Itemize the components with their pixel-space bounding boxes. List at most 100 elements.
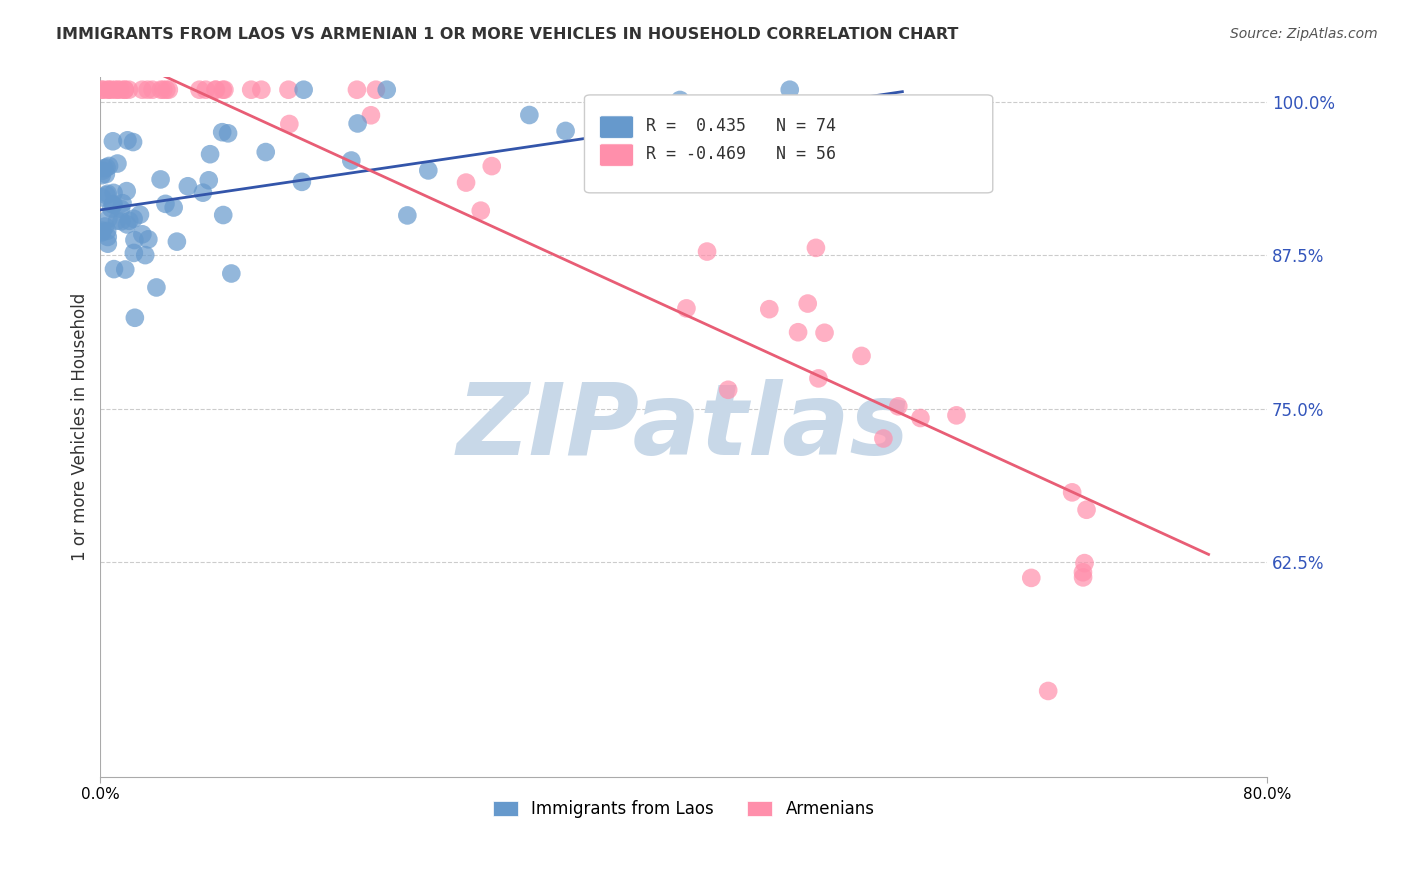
- Point: [96, 161, 118, 175]
- Point: [221, 267, 243, 281]
- Point: [697, 138, 720, 153]
- Point: [787, 325, 810, 339]
- Point: [749, 99, 772, 113]
- Point: [98, 159, 121, 173]
- Point: [1036, 684, 1059, 698]
- Point: [766, 107, 789, 121]
- Point: [779, 83, 801, 97]
- Text: IMMIGRANTS FROM LAOS VS ARMENIAN 1 OR MORE VEHICLES IN HOUSEHOLD CORRELATION CHA: IMMIGRANTS FROM LAOS VS ARMENIAN 1 OR MO…: [56, 27, 959, 42]
- Point: [94, 167, 117, 181]
- Point: [97, 230, 120, 244]
- Point: [103, 186, 125, 200]
- Point: [554, 124, 576, 138]
- Point: [107, 156, 129, 170]
- Point: [217, 126, 239, 140]
- Point: [254, 145, 277, 159]
- Point: [100, 202, 122, 216]
- Point: [689, 154, 711, 169]
- Point: [671, 101, 693, 115]
- Point: [810, 158, 832, 172]
- Point: [1071, 570, 1094, 584]
- Point: [1073, 556, 1095, 570]
- Point: [111, 196, 134, 211]
- Point: [851, 349, 873, 363]
- Point: [820, 174, 842, 188]
- Text: ZIPatlas: ZIPatlas: [457, 378, 910, 475]
- Point: [138, 232, 160, 246]
- Point: [240, 83, 263, 97]
- Point: [166, 235, 188, 249]
- FancyBboxPatch shape: [599, 144, 634, 166]
- Point: [122, 211, 145, 226]
- Point: [191, 186, 214, 200]
- Point: [364, 83, 387, 97]
- Point: [212, 208, 235, 222]
- Point: [198, 147, 221, 161]
- Point: [872, 432, 894, 446]
- Point: [813, 326, 835, 340]
- Point: [110, 202, 132, 216]
- Point: [278, 117, 301, 131]
- Y-axis label: 1 or more Vehicles in Household: 1 or more Vehicles in Household: [72, 293, 89, 561]
- Point: [157, 83, 180, 97]
- Point: [124, 233, 146, 247]
- Point: [758, 302, 780, 317]
- Point: [118, 214, 141, 228]
- Point: [277, 83, 299, 97]
- Point: [250, 83, 273, 97]
- Point: [101, 134, 124, 148]
- Point: [141, 83, 163, 97]
- Point: [118, 83, 141, 97]
- Point: [194, 83, 217, 97]
- Point: [114, 83, 136, 97]
- Point: [91, 83, 114, 97]
- Point: [91, 224, 114, 238]
- Point: [124, 310, 146, 325]
- Point: [519, 108, 541, 122]
- Point: [103, 262, 125, 277]
- Point: [1076, 502, 1098, 516]
- Point: [97, 211, 120, 226]
- Point: [1019, 571, 1042, 585]
- Point: [134, 248, 156, 262]
- Point: [110, 214, 132, 228]
- Point: [115, 218, 138, 232]
- Point: [91, 163, 114, 178]
- Text: Source: ZipAtlas.com: Source: ZipAtlas.com: [1230, 27, 1378, 41]
- Point: [717, 383, 740, 397]
- Point: [346, 116, 368, 130]
- Point: [177, 179, 200, 194]
- Point: [90, 168, 112, 182]
- Point: [799, 106, 821, 120]
- Point: [292, 83, 315, 97]
- Point: [163, 201, 186, 215]
- Point: [669, 93, 692, 107]
- Point: [706, 114, 728, 128]
- Text: R = -0.469   N = 56: R = -0.469 N = 56: [647, 145, 837, 163]
- Point: [122, 246, 145, 260]
- Point: [211, 83, 233, 97]
- Point: [291, 175, 314, 189]
- Point: [807, 371, 830, 385]
- Point: [197, 173, 219, 187]
- Point: [418, 163, 440, 178]
- Point: [91, 225, 114, 239]
- Point: [100, 83, 122, 97]
- Point: [136, 83, 159, 97]
- Point: [114, 83, 136, 97]
- Point: [910, 411, 932, 425]
- Point: [887, 400, 910, 414]
- Point: [375, 83, 398, 97]
- Point: [454, 176, 477, 190]
- Point: [93, 161, 115, 176]
- Point: [96, 188, 118, 202]
- FancyBboxPatch shape: [599, 116, 634, 138]
- Point: [103, 197, 125, 211]
- Point: [101, 198, 124, 212]
- Point: [131, 227, 153, 242]
- FancyBboxPatch shape: [585, 95, 993, 193]
- Point: [1062, 485, 1084, 500]
- Point: [104, 83, 127, 97]
- Point: [149, 83, 172, 97]
- Point: [122, 135, 145, 149]
